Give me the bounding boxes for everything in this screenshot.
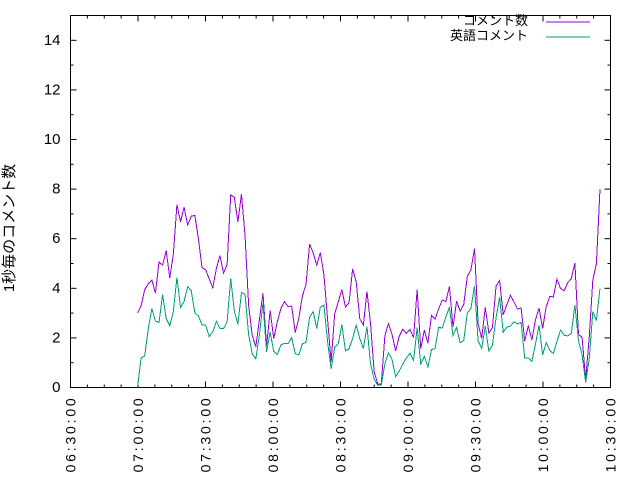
svg-text:07:00:00: 07:00:00 xyxy=(130,396,146,473)
svg-text:08:00:00: 08:00:00 xyxy=(265,396,281,473)
svg-text:08:30:00: 08:30:00 xyxy=(333,396,349,473)
svg-text:4: 4 xyxy=(52,280,60,297)
svg-text:コメント数: コメント数 xyxy=(463,13,528,28)
svg-text:09:00:00: 09:00:00 xyxy=(400,396,416,473)
svg-text:0: 0 xyxy=(52,379,60,396)
svg-text:10:30:00: 10:30:00 xyxy=(603,396,619,473)
svg-text:英語コメント: 英語コメント xyxy=(450,28,528,43)
svg-text:09:30:00: 09:30:00 xyxy=(468,396,484,473)
svg-text:07:30:00: 07:30:00 xyxy=(198,396,214,473)
svg-text:10: 10 xyxy=(44,131,61,148)
svg-text:8: 8 xyxy=(52,181,60,198)
svg-text:14: 14 xyxy=(44,32,61,49)
svg-text:2: 2 xyxy=(52,329,60,346)
svg-text:6: 6 xyxy=(52,230,60,247)
svg-text:12: 12 xyxy=(44,81,61,98)
svg-text:1秒毎のコメント数: 1秒毎のコメント数 xyxy=(1,164,18,292)
svg-text:06:30:00: 06:30:00 xyxy=(63,396,79,473)
svg-text:10:00:00: 10:00:00 xyxy=(535,396,551,473)
